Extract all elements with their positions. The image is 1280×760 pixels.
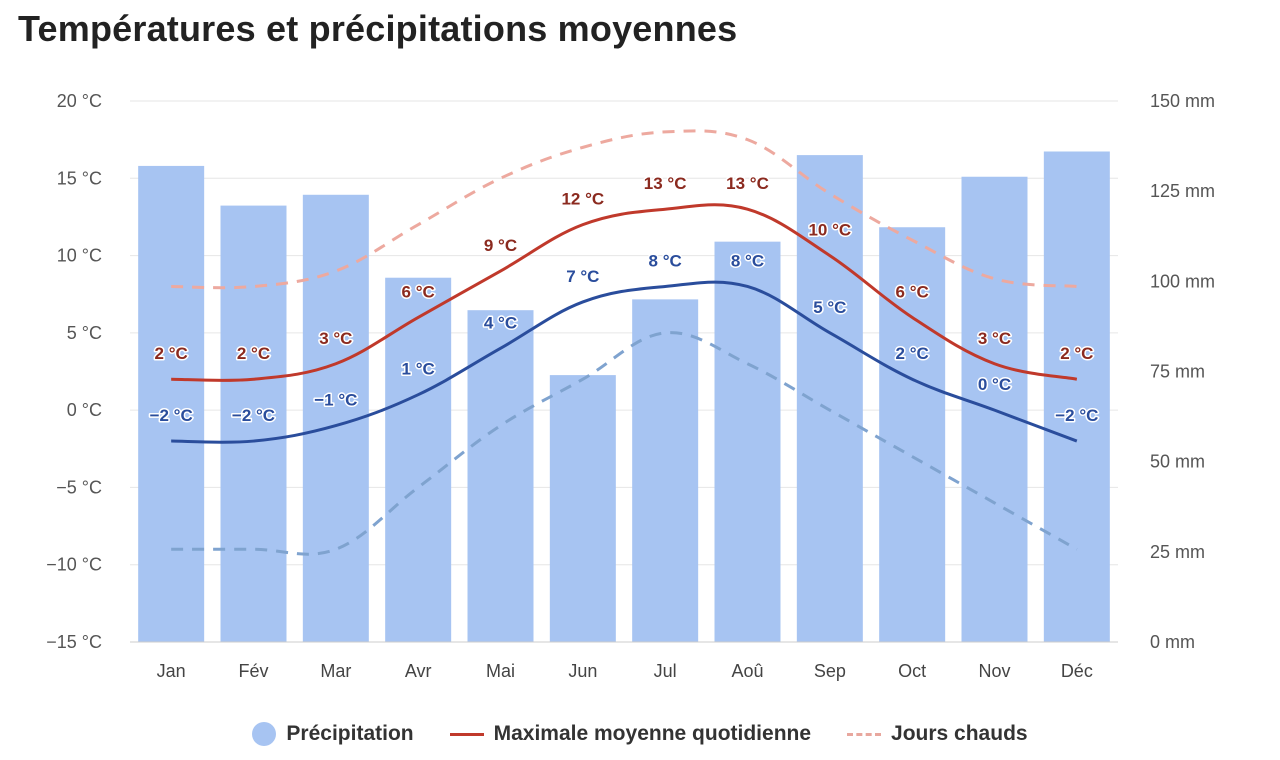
x-tick-label: Mai xyxy=(486,661,515,681)
min-temperature-label: 8 °C xyxy=(649,251,682,270)
legend-label-max: Maximale moyenne quotidienne xyxy=(493,722,812,745)
y-left-tick-label: −10 °C xyxy=(46,555,102,575)
precipitation-bar xyxy=(220,205,287,643)
chart: 2 °C 2 °C 3 °C 6 °C 9 °C 12 °C 13 °C 13 °C 10 °C… xyxy=(46,91,1215,681)
cold-nights-line xyxy=(171,331,1078,556)
min-temperature-label: −2 °C xyxy=(150,406,193,425)
x-tick-label: Déc xyxy=(1061,661,1093,681)
x-tick-label: Fév xyxy=(238,661,268,681)
min-temperature-line xyxy=(171,280,1078,444)
min-temperature-label: 7 °C xyxy=(566,267,599,286)
min-temperature-label: −1 °C xyxy=(314,391,357,410)
y-left-tick-label: 5 °C xyxy=(67,323,102,343)
max-temperature-label: 2 °C xyxy=(1060,344,1093,363)
min-temperature-label: 0 °C xyxy=(978,375,1011,394)
legend: Précipitation Maximale moyenne quotidien… xyxy=(0,722,1280,746)
max-temperature-label: 13 °C xyxy=(644,174,687,193)
x-tick-label: Sep xyxy=(814,661,846,681)
legend-item-max[interactable]: Maximale moyenne quotidienne xyxy=(449,722,812,746)
min-temperature-label: 4 °C xyxy=(484,313,517,332)
x-tick-label: Oct xyxy=(898,661,926,681)
x-tick-label: Avr xyxy=(405,661,432,681)
max-temperature-label: 10 °C xyxy=(808,221,851,240)
max-temperature-label: 6 °C xyxy=(402,282,435,301)
y-left-tick-label: −5 °C xyxy=(56,477,102,497)
min-temperature-label: −2 °C xyxy=(1055,406,1098,425)
max-temperature-label: 12 °C xyxy=(561,190,604,209)
legend-marker-max xyxy=(449,732,484,736)
max-temperature-line xyxy=(171,203,1078,382)
max-temperature-label: 3 °C xyxy=(978,329,1011,348)
x-tick-label: Aoû xyxy=(731,661,763,681)
y-left-tick-label: 0 °C xyxy=(67,400,102,420)
max-temperature-label: 9 °C xyxy=(484,236,517,255)
y-right-tick-label: 25 mm xyxy=(1150,542,1205,562)
max-temperature-label: 6 °C xyxy=(896,282,929,301)
precipitation-bar xyxy=(549,375,616,642)
precipitation-bar xyxy=(138,165,205,643)
min-temperature-label: 8 °C xyxy=(731,251,764,270)
precipitation-bar xyxy=(632,299,699,642)
min-temperature-label: −2 °C xyxy=(232,406,275,425)
y-left-tick-label: −15 °C xyxy=(46,632,102,652)
precipitation-bar xyxy=(879,227,946,642)
y-right-tick-label: 150 mm xyxy=(1150,91,1215,111)
min-temperature-label: 2 °C xyxy=(896,344,929,363)
y-right-tick-label: 100 mm xyxy=(1150,271,1215,291)
chart-title: Températures et précipitations moyennes xyxy=(18,8,738,49)
min-temperature-label: 1 °C xyxy=(402,360,435,379)
y-left-tick-label: 20 °C xyxy=(57,91,102,111)
axes: 20 °C 15 °C 10 °C 5 °C 0 °C −5 °C −10 °C −15 °C… xyxy=(46,91,1215,681)
min-temperature-label: 5 °C xyxy=(813,298,846,317)
x-tick-label: Jan xyxy=(157,661,186,681)
y-left-tick-label: 10 °C xyxy=(57,246,102,266)
legend-marker-precipitation xyxy=(252,722,277,746)
temperature-lines xyxy=(171,129,1078,556)
legend-label-hot-days: Jours chauds xyxy=(891,722,1028,745)
y-right-tick-label: 75 mm xyxy=(1150,362,1205,382)
legend-item-hot-days[interactable]: Jours chauds xyxy=(847,722,1028,746)
x-tick-label: Jul xyxy=(654,661,677,681)
y-right-tick-label: 125 mm xyxy=(1150,181,1215,201)
max-temperature-label: 2 °C xyxy=(155,344,188,363)
precipitation-bar xyxy=(467,310,534,642)
precipitation-bar xyxy=(1043,151,1110,642)
data-labels: 2 °C 2 °C 3 °C 6 °C 9 °C 12 °C 13 °C 13 °C 10 °C… xyxy=(148,173,1100,427)
x-tick-label: Mar xyxy=(320,661,351,681)
x-tick-label: Jun xyxy=(568,661,597,681)
max-temperature-label: 13 °C xyxy=(726,174,769,193)
max-temperature-label: 2 °C xyxy=(237,344,270,363)
hot-days-line xyxy=(171,129,1077,290)
precipitation-bars xyxy=(138,151,1110,643)
precipitation-bar xyxy=(714,241,781,642)
y-right-tick-label: 0 mm xyxy=(1150,632,1195,652)
x-tick-label: Nov xyxy=(978,661,1010,681)
legend-item-precipitation[interactable]: Précipitation xyxy=(252,722,414,746)
max-temperature-label: 3 °C xyxy=(319,329,352,348)
legend-marker-hot-days xyxy=(847,732,882,736)
precipitation-bar xyxy=(385,277,452,642)
y-left-tick-label: 15 °C xyxy=(57,168,102,188)
y-right-tick-label: 50 mm xyxy=(1150,452,1205,472)
legend-label-precipitation: Précipitation xyxy=(286,722,414,745)
